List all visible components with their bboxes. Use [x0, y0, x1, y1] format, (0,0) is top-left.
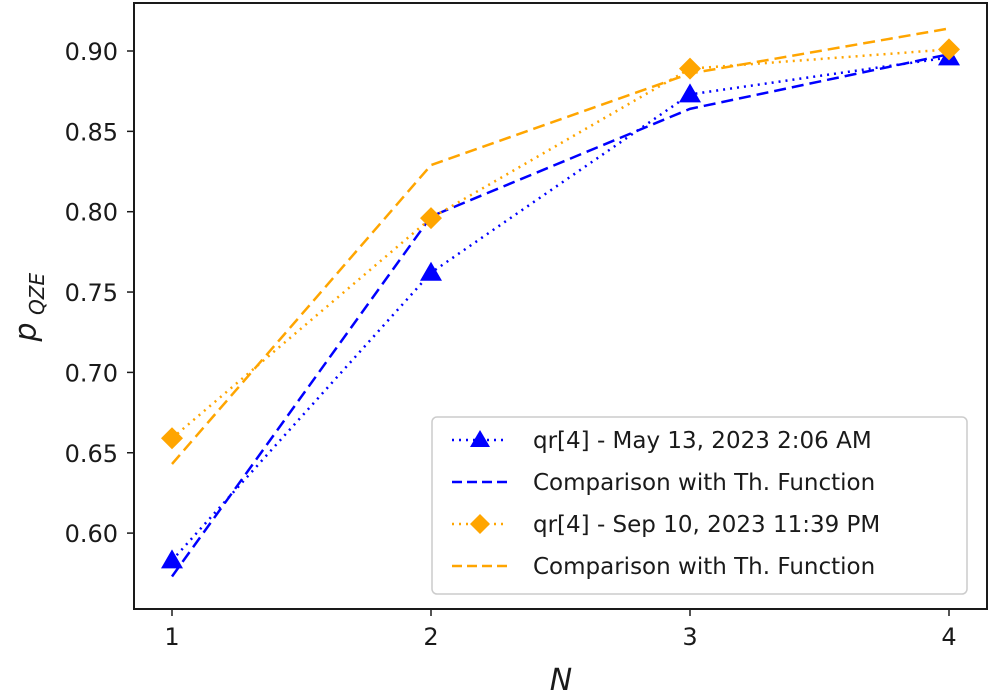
- x-axis-label: N: [550, 663, 572, 695]
- legend-label: Comparison with Th. Function: [533, 554, 875, 580]
- y-tick-label: 0.75: [65, 279, 118, 307]
- legend-item: qr[4] - Sep 10, 2023 11:39 PM: [452, 512, 880, 538]
- y-tick-label: 0.80: [65, 199, 118, 227]
- x-axis: 1 2 3 4: [164, 609, 957, 651]
- legend-label: qr[4] - May 13, 2023 2:06 AM: [533, 428, 872, 454]
- y-tick-label: 0.90: [65, 38, 118, 66]
- y-axis-label-subscript: QZE: [25, 273, 49, 315]
- x-tick-label: 1: [164, 623, 179, 651]
- y-axis-label-main: p: [9, 322, 44, 342]
- triangle-marker-icon: [470, 430, 490, 447]
- y-axis-label: p QZE: [9, 273, 49, 343]
- diamond-marker-icon: [470, 514, 490, 534]
- y-tick-label: 0.85: [65, 118, 118, 146]
- series-line: [171, 48, 950, 440]
- diamond-marker: [420, 207, 442, 230]
- series-line: [171, 27, 950, 465]
- legend: qr[4] - May 13, 2023 2:06 AM Comparison …: [431, 416, 968, 595]
- triangle-marker: [420, 261, 442, 281]
- series-line: [170, 52, 950, 578]
- series-layer: [161, 27, 960, 578]
- y-tick-label: 0.65: [65, 440, 118, 468]
- diamond-marker: [679, 57, 701, 80]
- legend-item: Comparison with Th. Function: [452, 470, 875, 496]
- plot-frame: [133, 2, 988, 610]
- legend-item: qr[4] - May 13, 2023 2:06 AM: [452, 428, 872, 454]
- diamond-marker: [161, 427, 183, 450]
- x-tick-label: 4: [941, 623, 956, 651]
- triangle-marker: [679, 83, 701, 103]
- legend-label: qr[4] - Sep 10, 2023 11:39 PM: [533, 512, 880, 538]
- x-tick-label: 3: [682, 623, 697, 651]
- triangle-marker: [161, 549, 183, 569]
- diamond-marker: [938, 38, 960, 61]
- y-tick-label: 0.60: [65, 520, 118, 548]
- y-tick-label: 0.70: [65, 359, 118, 387]
- x-tick-label: 2: [423, 623, 438, 651]
- y-axis: 0.60 0.65 0.70 0.75 0.80 0.85 0.90: [65, 38, 134, 548]
- legend-item: Comparison with Th. Function: [452, 554, 875, 580]
- legend-label: Comparison with Th. Function: [533, 470, 875, 496]
- legend-box: [431, 416, 968, 595]
